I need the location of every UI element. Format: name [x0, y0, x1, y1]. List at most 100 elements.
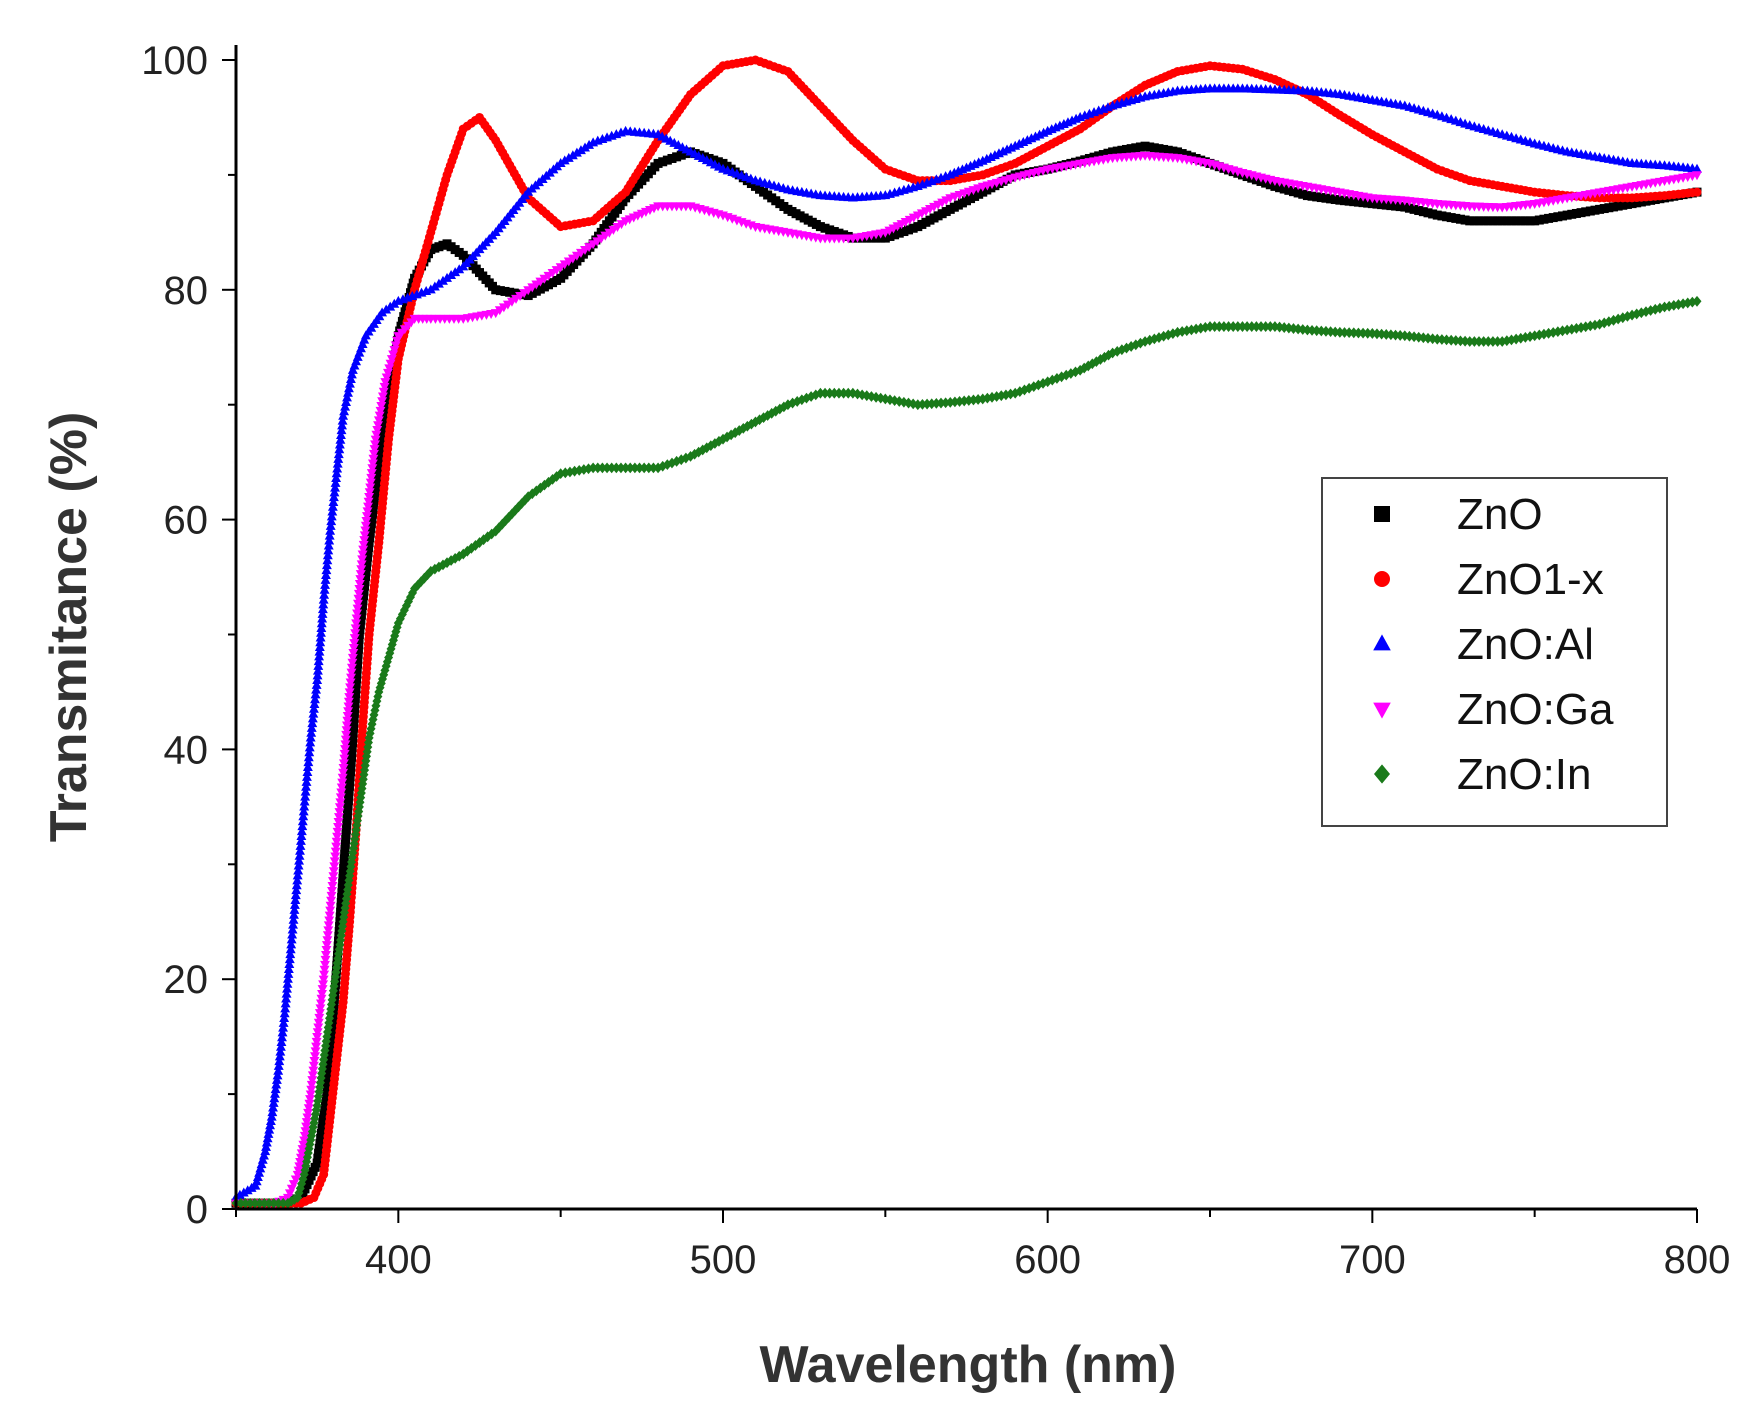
data-point: [1506, 216, 1516, 226]
data-point: [336, 897, 346, 907]
data-point: [279, 1013, 290, 1023]
data-point: [323, 1070, 333, 1080]
data-point: [316, 999, 326, 1009]
legend-marker: [1373, 634, 1391, 651]
data-point: [368, 504, 378, 514]
data-point: [1618, 312, 1628, 324]
data-point: [310, 1052, 320, 1062]
data-point: [653, 158, 663, 168]
data-point: [309, 698, 320, 708]
data-point: [274, 1056, 285, 1066]
data-point: [722, 431, 732, 443]
data-point: [326, 1032, 336, 1042]
data-point: [1437, 334, 1447, 345]
data-point: [1312, 192, 1322, 202]
legend-label: ZnO:Al: [1457, 620, 1594, 669]
data-point: [290, 895, 301, 905]
legend-label: ZnO1-x: [1457, 555, 1604, 604]
data-point: [319, 965, 330, 975]
data-point: [267, 1107, 278, 1117]
data-point: [639, 462, 649, 474]
data-point: [340, 401, 351, 411]
data-point: [338, 873, 348, 883]
data-point: [1140, 141, 1150, 151]
data-point: [535, 482, 545, 494]
data-point: [322, 1089, 332, 1099]
data-point: [303, 752, 314, 762]
data-point: [343, 697, 354, 707]
data-point: [334, 803, 345, 813]
data-point: [320, 960, 331, 970]
data-point: [375, 447, 385, 457]
data-point: [527, 488, 537, 500]
data-point: [293, 1166, 304, 1176]
data-point: [1228, 321, 1238, 332]
data-point: [385, 301, 396, 311]
data-point: [1015, 386, 1025, 397]
data-point: [358, 596, 368, 606]
data-point: [1029, 381, 1039, 393]
data-point: [359, 531, 370, 541]
data-point: [362, 507, 373, 517]
data-point: [713, 157, 723, 167]
data-point: [369, 445, 380, 455]
data-point: [1117, 145, 1127, 155]
data-point: [312, 1033, 323, 1043]
data-point: [767, 407, 777, 419]
data-point: [373, 421, 383, 431]
data-point: [1372, 328, 1382, 340]
data-point: [297, 816, 308, 826]
x-tick-label: 800: [1664, 1238, 1731, 1282]
data-point: [1377, 200, 1387, 210]
data-point: [330, 482, 340, 492]
data-point: [293, 860, 304, 870]
data-point: [779, 401, 789, 413]
data-point: [366, 519, 376, 529]
data-point: [825, 225, 835, 235]
data-point: [397, 316, 407, 326]
data-point: [369, 449, 379, 459]
data-point: [337, 778, 348, 788]
data-point: [505, 287, 515, 297]
data-point: [1451, 213, 1461, 223]
data-point: [348, 738, 358, 748]
data-point: [297, 1178, 307, 1190]
data-point: [694, 446, 704, 458]
data-point: [1599, 317, 1609, 329]
data-point: [1627, 309, 1637, 321]
data-point: [1446, 213, 1456, 223]
data-point: [1242, 321, 1252, 332]
data-point: [738, 422, 748, 434]
data-point: [316, 623, 327, 633]
data-point: [359, 581, 369, 591]
data-point: [820, 387, 830, 399]
data-point: [326, 1042, 336, 1052]
data-point: [246, 1182, 257, 1192]
data-point: [327, 1028, 337, 1038]
data-point: [357, 550, 368, 560]
data-point: [305, 737, 316, 747]
data-point: [321, 565, 332, 575]
data-point: [1135, 337, 1145, 349]
data-point: [323, 1080, 333, 1090]
data-point: [1604, 203, 1614, 213]
data-point: [438, 275, 448, 285]
data-point: [425, 284, 436, 294]
data-point: [343, 796, 353, 806]
data-point: [296, 830, 307, 840]
data-point: [295, 840, 306, 850]
data-point: [339, 754, 350, 764]
data-point: [302, 766, 313, 776]
data-point: [340, 844, 350, 854]
data-point: [1451, 335, 1461, 346]
data-point: [373, 462, 383, 472]
data-point: [1210, 321, 1220, 332]
data-point: [1544, 327, 1554, 339]
data-point: [1265, 321, 1275, 332]
data-point: [353, 644, 363, 654]
data-point: [266, 1111, 277, 1121]
data-point: [307, 1076, 318, 1086]
data-point: [1493, 216, 1503, 226]
data-point: [1428, 209, 1438, 219]
data-point: [1386, 201, 1396, 211]
